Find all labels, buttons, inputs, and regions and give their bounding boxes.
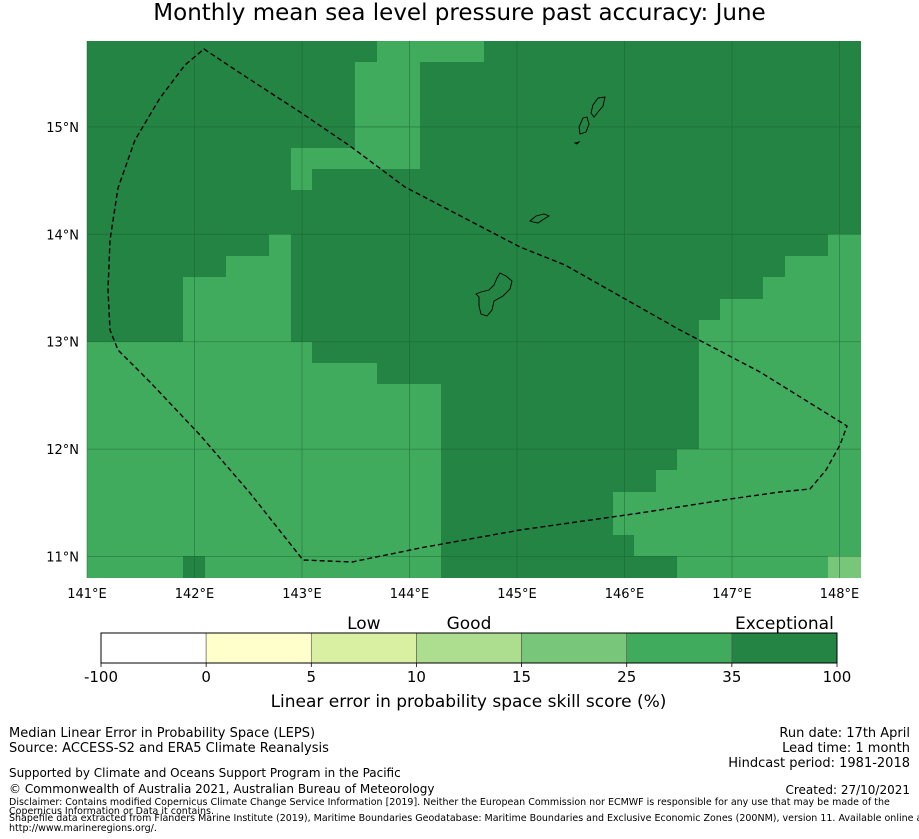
colorbar-tick-label: 35 [722, 668, 741, 686]
colorbar-tick-label: 25 [617, 668, 636, 686]
colorbar-bin [731, 632, 838, 664]
support-text: Supported by Climate and Oceans Support … [9, 766, 401, 780]
x-tick-label: 142°E [175, 587, 215, 602]
islands [475, 96, 606, 317]
method-text: Median Linear Error in Probability Space… [9, 726, 316, 741]
y-tick-label: 13°N [46, 336, 79, 351]
source-text: Source: ACCESS-S2 and ERA5 Climate Reana… [9, 741, 329, 756]
colorbar-bin [521, 632, 628, 664]
x-tick-label: 145°E [497, 587, 537, 602]
field-cell-dark [183, 556, 205, 578]
x-tick-label: 148°E [820, 587, 860, 602]
colorbar-label: Linear error in probability space skill … [270, 692, 667, 712]
saipan-island [590, 96, 606, 118]
eez-boundary [107, 48, 848, 563]
x-tick-label: 141°E [67, 587, 107, 602]
map-title: Monthly mean sea level pressure past acc… [153, 0, 766, 26]
colorbar-tick-label: 15 [512, 668, 531, 686]
colorbar-category-label: Exceptional [735, 614, 834, 634]
copyright-text: © Commonwealth of Australia 2021, Austra… [9, 782, 435, 796]
field-region-east [613, 234, 861, 578]
tinian-island [578, 116, 590, 135]
run-date-text: Run date: 17th April [779, 726, 910, 741]
y-tick-label: 14°N [46, 228, 79, 243]
colorbar-bin [626, 632, 733, 664]
colorbar-tick-label: 100 [823, 668, 852, 686]
gridlines [86, 41, 861, 578]
field-region-south [87, 234, 441, 578]
colorbar-tick-labels: -100 0 5 10 15 25 35 100 [84, 663, 851, 686]
created-text: Created: 27/10/2021 [785, 783, 910, 797]
colorbar-bin [416, 632, 522, 664]
colorbar-bin [100, 632, 207, 664]
colorbar-bin [205, 632, 312, 664]
y-tick-label: 15°N [46, 121, 79, 136]
disclaimer-line-2: Copernicus Information or Data it contai… [9, 806, 215, 817]
colorbar-bin [310, 632, 417, 664]
rota-island [529, 213, 551, 224]
aguijan-island [573, 141, 581, 145]
colorbar-tick-label: -100 [84, 668, 118, 686]
y-tick-label: 12°N [46, 443, 79, 458]
field-region-north [291, 41, 484, 190]
colorbar-tick-label: 10 [407, 668, 426, 686]
disclaimer-line-1: Disclaimer: Contains modified Copernicus… [9, 797, 890, 808]
disclaimer-line-3: Shapefile data extracted from Flanders M… [9, 813, 919, 824]
y-tick-labels: 15°N 14°N 13°N 12°N 11°N [46, 121, 79, 566]
colorbar [100, 632, 838, 664]
colorbar-category-label: Low [347, 614, 381, 634]
disclaimer-line-4: http://www.marineregions.org/. [9, 823, 157, 834]
x-tick-label: 147°E [712, 587, 752, 602]
lead-time-text: Lead time: 1 month [782, 741, 910, 756]
colorbar-tick-label: 5 [307, 668, 317, 686]
colorbar-tick-label: 0 [201, 668, 211, 686]
x-tick-labels: 141°E 142°E 143°E 144°E 145°E 146°E 147°E 148°E [67, 587, 859, 602]
y-tick-label: 11°N [46, 551, 79, 566]
guam-island [475, 272, 513, 317]
colorbar-category-labels: Low Good Exceptional [347, 614, 834, 634]
hindcast-text: Hindcast period: 1981-2018 [728, 756, 910, 771]
colorbar-category-label: Good [447, 614, 492, 634]
skill-score-field [87, 41, 861, 578]
field-cell-pale [828, 556, 861, 578]
x-tick-label: 144°E [390, 587, 430, 602]
x-tick-label: 146°E [605, 587, 645, 602]
colorbar-outline [100, 632, 838, 664]
x-tick-label: 143°E [282, 587, 322, 602]
